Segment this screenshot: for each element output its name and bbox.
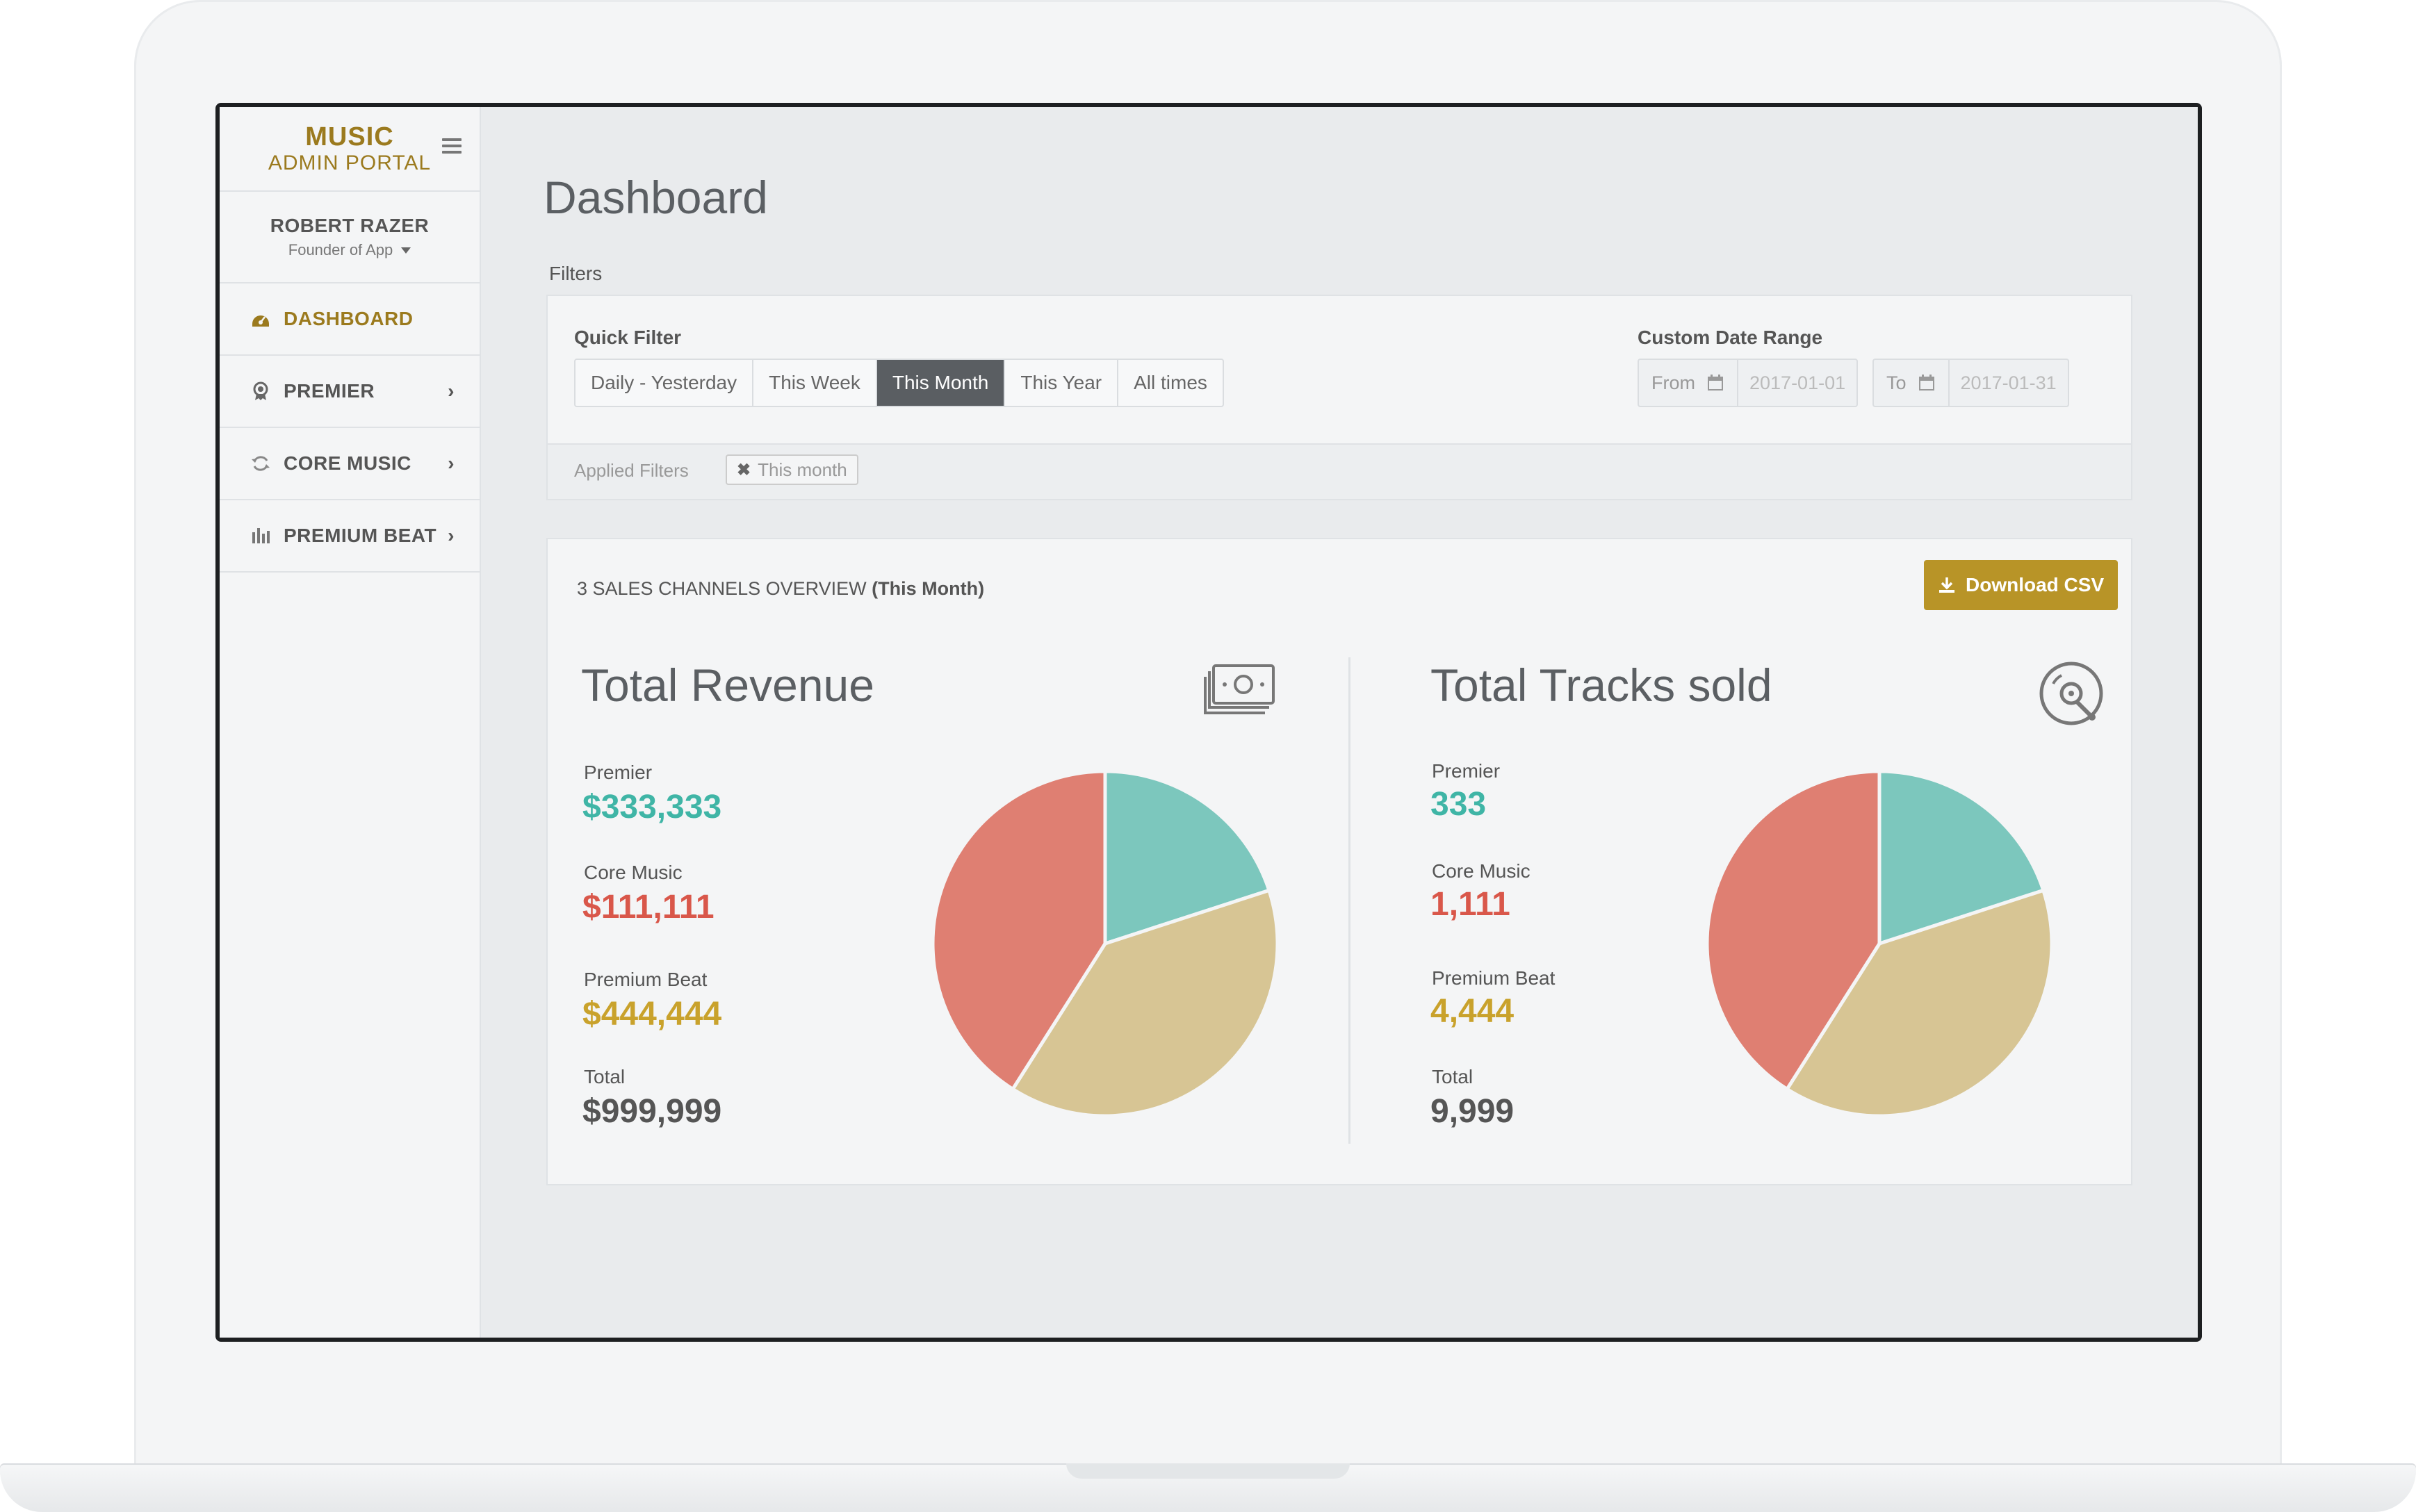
- quick-filter-group: Daily - Yesterday This Week This Month T…: [574, 359, 1224, 407]
- nav-item-premier[interactable]: PREMIER ›: [220, 356, 480, 428]
- revenue-premier-label: Premier: [584, 762, 653, 783]
- from-date-field[interactable]: From 2017-01-01: [1638, 359, 1859, 407]
- download-icon: [1939, 577, 1954, 593]
- revenue-core-music-label: Core Music: [584, 862, 683, 883]
- quick-filter-yesterday[interactable]: Daily - Yesterday: [576, 360, 754, 406]
- nav-label-dashboard: DASHBOARD: [284, 308, 414, 329]
- tracks-premier-value: 333: [1430, 786, 1487, 823]
- custom-date-range-label: Custom Date Range: [1638, 327, 1823, 348]
- user-profile[interactable]: ROBERT RAZER Founder of App: [220, 192, 480, 284]
- nav-label-core-music: CORE MUSIC: [284, 452, 411, 474]
- tracks-pie-slice-core-music: [1705, 769, 1882, 1092]
- brand: MUSIC ADMIN PORTAL: [220, 107, 480, 192]
- revenue-pie-slice-core-music: [931, 769, 1107, 1092]
- revenue-core-music-value: $111,111: [582, 889, 715, 926]
- revenue-premier-value: $333,333: [582, 789, 722, 825]
- refresh-icon: [252, 456, 270, 471]
- applied-filter-chip[interactable]: ✖ This month: [726, 454, 858, 485]
- brand-subtitle: ADMIN PORTAL: [268, 151, 432, 174]
- from-prefix: From: [1639, 360, 1738, 406]
- revenue-premium-beat-label: Premium Beat: [584, 969, 708, 990]
- nav-item-dashboard[interactable]: DASHBOARD: [220, 284, 480, 356]
- total-tracks-title: Total Tracks sold: [1430, 659, 1772, 711]
- tracks-premier-label: Premier: [1432, 760, 1501, 782]
- user-role-row: Founder of App: [288, 241, 411, 259]
- quick-filter-this-week[interactable]: This Week: [753, 360, 877, 406]
- panel-divider: [1348, 657, 1350, 1144]
- caret-down-icon: [401, 247, 411, 254]
- calendar-icon: [1918, 375, 1934, 391]
- user-role: Founder of App: [288, 241, 393, 258]
- close-icon[interactable]: ✖: [737, 460, 751, 479]
- filters-label: Filters: [549, 263, 603, 284]
- tracks-total-value: 9,999: [1430, 1093, 1515, 1130]
- tracks-pie-chart: [1705, 769, 2054, 1118]
- brand-title: MUSIC: [305, 122, 394, 151]
- nav-label-premium-beat: PREMIUM BEAT: [284, 525, 437, 546]
- sales-overview-panel: 3 SALES CHANNELS OVERVIEW (This Month) D…: [546, 538, 2132, 1185]
- quick-filter-this-month[interactable]: This Month: [876, 360, 1006, 406]
- main-content: Dashboard Filters Quick Filter Daily - Y…: [481, 107, 2198, 1338]
- to-date-value: 2017-01-31: [1960, 372, 2057, 393]
- nav-label-premier: PREMIER: [284, 380, 375, 402]
- download-csv-label: Download CSV: [1966, 574, 2105, 595]
- from-date-value: 2017-01-01: [1749, 372, 1846, 393]
- dashboard-icon: [252, 315, 269, 327]
- filters-panel: Quick Filter Daily - Yesterday This Week…: [546, 295, 2132, 500]
- money-icon: [1204, 664, 1275, 714]
- disc-icon: [2039, 662, 2103, 725]
- tracks-premium-beat-value: 4,444: [1430, 993, 1515, 1030]
- app-window: MUSIC ADMIN PORTAL ROBERT RAZER Founder …: [220, 107, 2198, 1338]
- overview-title-period: (This Month): [872, 578, 985, 599]
- revenue-total-label: Total: [584, 1066, 626, 1087]
- tracks-core-music-value: 1,111: [1430, 886, 1510, 923]
- to-date-field[interactable]: To 2017-01-31: [1872, 359, 2069, 407]
- chevron-right-icon: ›: [448, 525, 455, 546]
- applied-filter-chip-label: This month: [758, 459, 847, 480]
- quick-filter-all-times[interactable]: All times: [1134, 372, 1207, 393]
- page-title: Dashboard: [544, 172, 768, 223]
- menu-toggle-icon[interactable]: [442, 138, 462, 154]
- nav-item-core-music[interactable]: CORE MUSIC ›: [220, 428, 480, 500]
- total-revenue-title: Total Revenue: [581, 659, 874, 711]
- applied-filters-label: Applied Filters: [574, 460, 689, 481]
- tracks-core-music-label: Core Music: [1432, 860, 1531, 882]
- bar-chart-icon: [252, 528, 270, 543]
- revenue-premium-beat-value: $444,444: [582, 996, 722, 1033]
- from-label: From: [1651, 372, 1695, 393]
- tracks-pie-slice-premier: [1877, 769, 2046, 946]
- revenue-pie-chart: [931, 769, 1280, 1118]
- tracks-premium-beat-label: Premium Beat: [1432, 967, 1556, 989]
- calendar-icon: [1708, 375, 1723, 391]
- revenue-pie-slice-premier: [1103, 769, 1272, 946]
- user-name: ROBERT RAZER: [270, 215, 430, 236]
- overview-title-text: 3 SALES CHANNELS OVERVIEW: [577, 578, 867, 599]
- revenue-total-value: $999,999: [582, 1093, 722, 1130]
- tracks-pie-slice-premium-beat: [1784, 888, 2054, 1118]
- chevron-right-icon: ›: [448, 380, 455, 402]
- overview-title: 3 SALES CHANNELS OVERVIEW (This Month): [577, 578, 984, 600]
- chevron-right-icon: ›: [448, 452, 455, 474]
- download-csv-button[interactable]: Download CSV: [1924, 560, 2119, 610]
- award-icon: [253, 381, 268, 400]
- to-prefix: To: [1874, 360, 1950, 406]
- nav-item-premium-beat[interactable]: PREMIUM BEAT ›: [220, 500, 480, 573]
- to-label: To: [1886, 372, 1907, 393]
- quick-filter-label: Quick Filter: [574, 327, 682, 348]
- revenue-pie-slice-premium-beat: [1010, 888, 1280, 1118]
- tracks-total-label: Total: [1432, 1066, 1474, 1087]
- brand-logo[interactable]: MUSIC ADMIN PORTAL: [268, 124, 431, 174]
- laptop-notch: [1066, 1463, 1350, 1479]
- quick-filter-this-year[interactable]: This Year: [1005, 360, 1119, 406]
- applied-filters-row: Applied Filters ✖ This month: [548, 443, 2131, 499]
- sidebar: MUSIC ADMIN PORTAL ROBERT RAZER Founder …: [220, 107, 481, 1338]
